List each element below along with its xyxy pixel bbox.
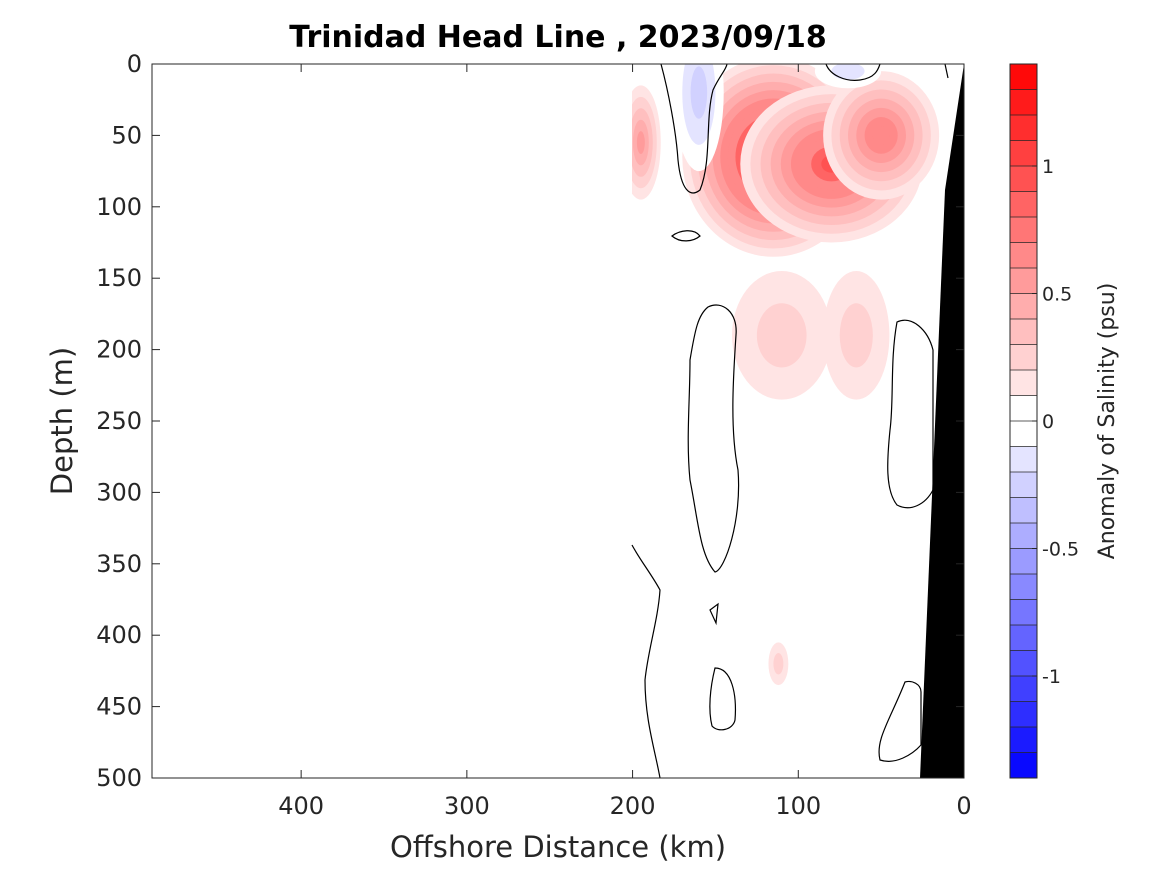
x-axis-title: Offshore Distance (km) <box>390 830 726 864</box>
anomaly-level <box>831 64 865 80</box>
colorbar-tick-label: -0.5 <box>1042 539 1079 561</box>
colorbar-band <box>1010 599 1037 626</box>
colorbar-band <box>1010 217 1037 243</box>
colorbar-band <box>1010 752 1037 779</box>
colorbar-tick-label: -1 <box>1042 666 1061 688</box>
zero-contour <box>887 319 934 509</box>
colorbar-band <box>1010 676 1037 702</box>
colorbar-band <box>1010 395 1037 422</box>
y-tick-label: 450 <box>96 693 142 721</box>
colorbar-band <box>1010 446 1037 473</box>
anomaly-level <box>872 126 890 145</box>
y-tick-label: 400 <box>96 621 142 649</box>
colorbar-band <box>1010 115 1037 141</box>
zero-contour <box>631 544 661 778</box>
colorbar-band <box>1010 64 1037 90</box>
colorbar-band <box>1010 701 1037 728</box>
anomaly-level <box>636 131 645 154</box>
anomaly-level <box>773 653 784 675</box>
x-tick-label: 300 <box>444 792 490 820</box>
x-axis: 400 300 200 100 0 <box>278 64 972 820</box>
y-tick-label: 50 <box>111 121 142 149</box>
colorbar-band <box>1010 140 1037 167</box>
colorbar-ticks: 1 0.5 0 -0.5 -1 <box>1032 156 1079 688</box>
colorbar-band <box>1010 166 1037 192</box>
anomaly-level <box>756 303 807 368</box>
colorbar-band <box>1010 370 1037 396</box>
colorbar-band <box>1010 293 1037 320</box>
colorbar-band <box>1010 268 1037 294</box>
zero-contours <box>631 64 949 778</box>
zero-contour <box>687 304 740 573</box>
zero-contour <box>709 667 737 731</box>
y-tick-label: 300 <box>96 478 142 506</box>
anomaly-level <box>690 66 708 119</box>
y-tick-label: 200 <box>96 336 142 364</box>
zero-contour <box>878 680 922 762</box>
colorbar-tick-label: 1 <box>1042 156 1054 178</box>
x-tick-label: 400 <box>278 792 324 820</box>
colorbar-bands <box>1010 64 1037 779</box>
zero-contour <box>671 230 701 242</box>
x-tick-label: 100 <box>775 792 821 820</box>
x-tick-label: 0 <box>956 792 971 820</box>
colorbar-band <box>1010 548 1037 575</box>
zero-contour <box>825 64 881 81</box>
colorbar-tick-label: 0.5 <box>1042 284 1072 306</box>
chart-title: Trinidad Head Line , 2023/09/18 <box>289 20 826 55</box>
plot-area <box>151 63 965 779</box>
colorbar-band <box>1010 242 1037 269</box>
anomaly-field <box>632 64 940 686</box>
colorbar-title: Anomaly of Salinity (psu) <box>1095 283 1120 560</box>
colorbar-band <box>1010 344 1037 371</box>
colorbar: 1 0.5 0 -0.5 -1 <box>1009 63 1079 779</box>
anomaly-level <box>839 303 873 368</box>
y-tick-label: 500 <box>96 764 142 792</box>
colorbar-tick-label: 0 <box>1042 411 1054 433</box>
y-tick-label: 0 <box>127 50 142 78</box>
colorbar-band <box>1010 191 1037 218</box>
colorbar-band <box>1010 472 1037 498</box>
colorbar-band <box>1010 650 1037 677</box>
colorbar-band <box>1010 89 1037 116</box>
zero-contour <box>944 64 949 79</box>
y-tick-label: 350 <box>96 550 142 578</box>
y-tick-label: 100 <box>96 193 142 221</box>
y-axis-title: Depth (m) <box>45 347 79 495</box>
colorbar-band <box>1010 421 1037 447</box>
colorbar-band <box>1010 523 1037 549</box>
y-axis: 0 50 100 150 200 250 300 350 400 450 500 <box>96 50 964 792</box>
y-tick-label: 250 <box>96 407 142 435</box>
colorbar-band <box>1010 625 1037 651</box>
colorbar-band <box>1010 497 1037 524</box>
colorbar-band <box>1010 727 1037 753</box>
colorbar-band <box>1010 574 1037 600</box>
zero-contour <box>709 602 719 626</box>
colorbar-band <box>1010 319 1037 345</box>
shelf-bathymetry <box>920 64 964 778</box>
x-tick-label: 200 <box>610 792 656 820</box>
zero-contour <box>660 64 728 194</box>
y-tick-label: 150 <box>96 264 142 292</box>
